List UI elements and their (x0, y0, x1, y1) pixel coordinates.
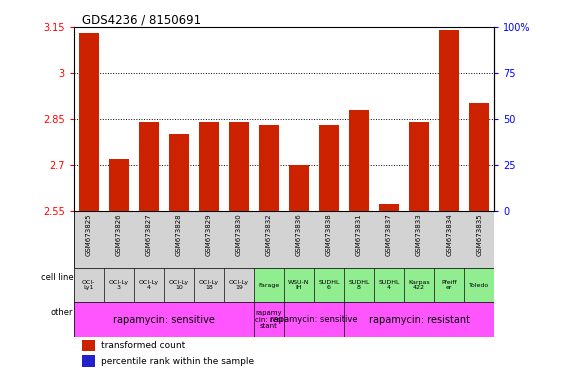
Bar (82, 339, 95, 351)
Bar (404, 268, 434, 303)
Bar (379, 207, 399, 210)
Text: rapamycin: resistant: rapamycin: resistant (369, 315, 470, 325)
Text: SUDHL
6: SUDHL 6 (318, 280, 340, 290)
Bar (284, 303, 344, 338)
Bar (289, 165, 309, 210)
Text: GSM673825: GSM673825 (86, 214, 92, 256)
Bar (440, 205, 459, 210)
Text: GSM673827: GSM673827 (146, 214, 152, 256)
Bar (199, 122, 219, 210)
Bar (79, 205, 99, 210)
Text: GSM673830: GSM673830 (236, 214, 242, 256)
Text: Toledo: Toledo (469, 283, 489, 288)
Bar (254, 268, 284, 303)
Text: GSM673838: GSM673838 (326, 214, 332, 256)
Bar (319, 203, 339, 210)
Text: OCI-Ly
18: OCI-Ly 18 (199, 280, 219, 290)
Text: GSM673826: GSM673826 (116, 214, 122, 256)
Bar (319, 125, 339, 210)
Text: GSM673831: GSM673831 (356, 214, 362, 256)
Bar (229, 203, 249, 210)
Bar (134, 268, 164, 303)
Bar (469, 103, 489, 210)
Text: cell line: cell line (41, 273, 73, 282)
Bar (109, 159, 128, 210)
Bar (469, 205, 489, 210)
Bar (289, 203, 309, 210)
Text: OCI-Ly
3: OCI-Ly 3 (109, 280, 129, 290)
Bar (139, 203, 158, 210)
Text: GSM673828: GSM673828 (176, 214, 182, 256)
Bar (82, 355, 95, 367)
Bar (109, 203, 128, 210)
Bar (440, 30, 459, 210)
Bar (74, 303, 254, 338)
Text: OCI-Ly
4: OCI-Ly 4 (139, 280, 159, 290)
Bar (254, 303, 284, 338)
Bar (410, 122, 429, 210)
Text: GDS4236 / 8150691: GDS4236 / 8150691 (82, 14, 202, 27)
Bar (314, 268, 344, 303)
Text: SUDHL
8: SUDHL 8 (348, 280, 370, 290)
Text: SUDHL
4: SUDHL 4 (378, 280, 400, 290)
Bar (74, 268, 104, 303)
Bar (164, 268, 194, 303)
Text: Pfeiff
er: Pfeiff er (441, 280, 457, 290)
Text: rapamycin: sensitive: rapamycin: sensitive (113, 315, 215, 325)
Text: GSM673834: GSM673834 (446, 214, 452, 256)
Bar (224, 268, 254, 303)
Bar (284, 268, 314, 303)
Bar (194, 268, 224, 303)
Bar (79, 33, 99, 210)
Text: GSM673829: GSM673829 (206, 214, 212, 256)
Text: OCI-Ly
19: OCI-Ly 19 (229, 280, 249, 290)
Bar (259, 125, 279, 210)
Text: GSM673837: GSM673837 (386, 214, 392, 256)
Text: other: other (51, 308, 73, 317)
Bar (344, 268, 374, 303)
Bar (169, 134, 189, 210)
Text: Karpas
422: Karpas 422 (408, 280, 430, 290)
Text: transformed count: transformed count (101, 341, 185, 350)
Bar (229, 122, 249, 210)
Bar (349, 205, 369, 210)
Text: Farage: Farage (258, 283, 279, 288)
Bar (344, 303, 494, 338)
Bar (434, 268, 464, 303)
Bar (169, 203, 189, 210)
Text: rapamycin: sensitive: rapamycin: sensitive (270, 315, 358, 324)
Text: rapamy
cin: resi
stant: rapamy cin: resi stant (255, 310, 283, 329)
Bar (349, 109, 369, 210)
Bar (259, 205, 279, 210)
Bar (374, 268, 404, 303)
Text: GSM673835: GSM673835 (476, 214, 482, 256)
Bar (199, 203, 219, 210)
Bar (104, 268, 134, 303)
Bar (464, 268, 494, 303)
Text: OCI-Ly
10: OCI-Ly 10 (169, 280, 189, 290)
Text: GSM673832: GSM673832 (266, 214, 272, 256)
Text: OCI-
Ly1: OCI- Ly1 (82, 280, 95, 290)
Text: GSM673836: GSM673836 (296, 214, 302, 256)
Bar (139, 122, 158, 210)
Text: percentile rank within the sample: percentile rank within the sample (101, 357, 254, 366)
Text: WSU-N
IH: WSU-N IH (289, 280, 310, 290)
Bar (410, 205, 429, 210)
Bar (379, 205, 399, 210)
Text: GSM673833: GSM673833 (416, 214, 422, 256)
